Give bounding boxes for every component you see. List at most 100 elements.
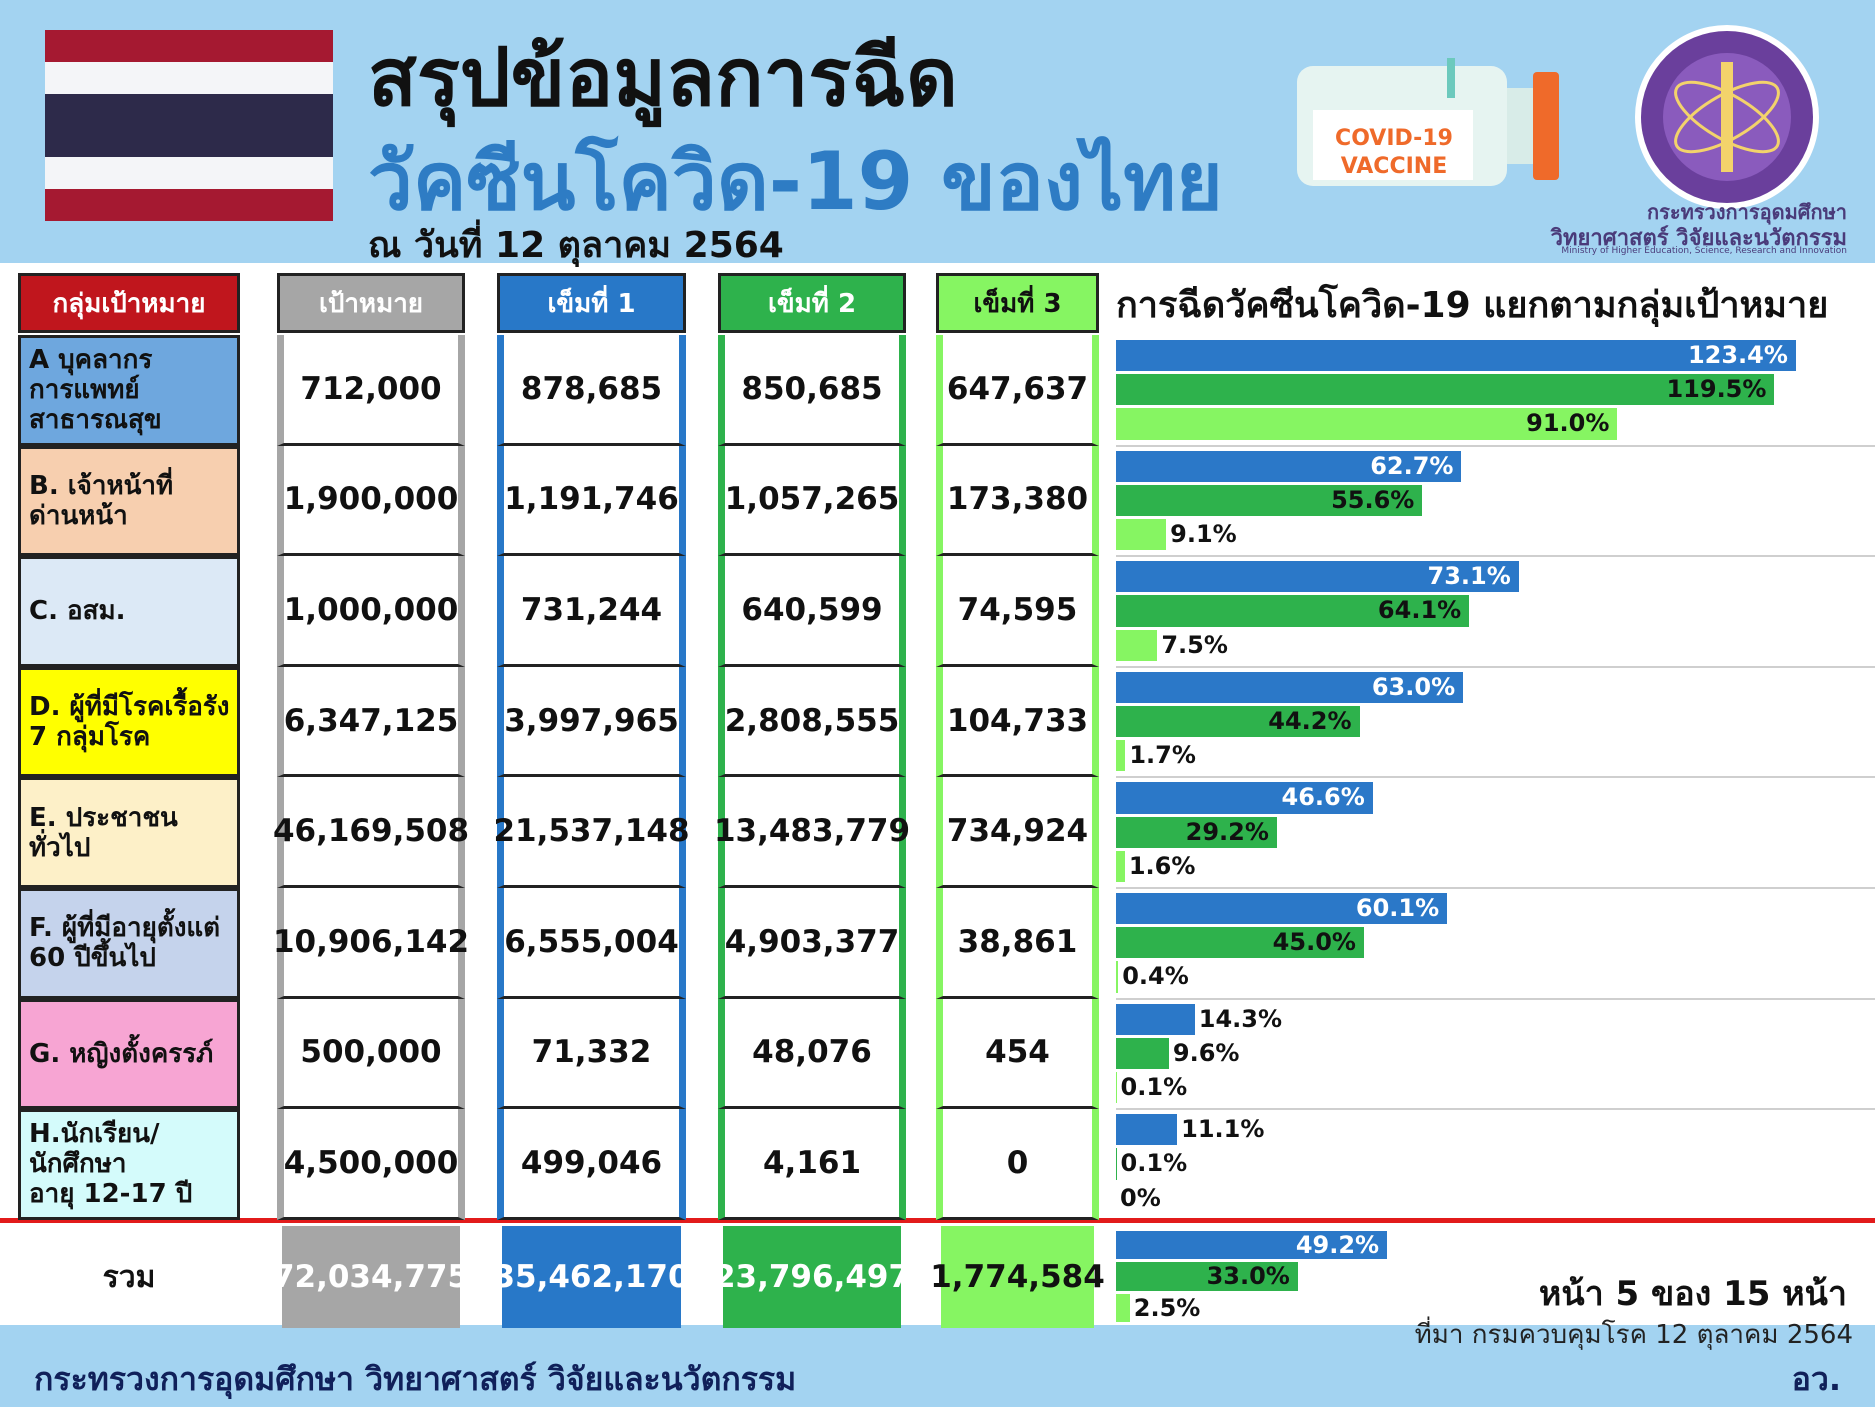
subtitle: วัคซีนโควิด-19 ของไทย: [368, 135, 1223, 228]
date: ณ วันที่ 12 ตุลาคม 2564: [368, 225, 784, 266]
table-value: 46,169,508: [273, 777, 469, 888]
bar: [1116, 1293, 1130, 1322]
value-label: 0.1%: [1120, 1149, 1188, 1178]
total-label: รวม: [102, 1259, 156, 1295]
value-label: 73.1%: [1427, 562, 1511, 591]
table-value: 640,599: [718, 556, 906, 667]
table-value: 734,924: [936, 777, 1099, 888]
group-label: D. ผู้ที่มีโรคเรื้อรัง 7 กลุ่มโรค: [18, 666, 240, 778]
table-value: 104,733: [936, 666, 1099, 778]
row-separator: [1116, 887, 1875, 889]
bar: [1116, 816, 1277, 848]
value-label: 0.1%: [1120, 1073, 1188, 1101]
bar: [1116, 1003, 1195, 1035]
value-label: 45.0%: [1272, 928, 1356, 957]
column-header: เป้าหมาย: [277, 273, 465, 333]
group-label: E. ประชาชนทั่วไป: [18, 777, 240, 888]
bar: [1116, 374, 1775, 406]
total-value: 72,034,775: [273, 1226, 469, 1328]
chart-title: การฉีดวัคซีนโควิด-19 แยกตามกลุ่มเป้าหมาย: [1116, 285, 1829, 326]
table-value: 38,861: [936, 888, 1099, 999]
badge-line: COVID-19: [1335, 126, 1453, 151]
bar: [1116, 1148, 1117, 1180]
table-value: 74,595: [936, 556, 1099, 667]
value-label: 62.7%: [1370, 451, 1454, 480]
flag: [45, 30, 333, 221]
value-label: 33.0%: [1206, 1262, 1290, 1291]
total-divider: [0, 1218, 1875, 1223]
value-label: 0.4%: [1122, 962, 1189, 991]
table-value: 1,057,265: [718, 445, 906, 557]
table-value: 454: [936, 998, 1099, 1110]
table-value: 3,997,965: [497, 666, 686, 778]
value-label: 123.4%: [1687, 341, 1788, 369]
row-separator: [1116, 444, 1875, 447]
table-value: 173,380: [936, 445, 1099, 557]
value-label: 14.3%: [1198, 1004, 1283, 1033]
bar: [1116, 1262, 1298, 1291]
bar: [1116, 927, 1364, 959]
value-label: 7.5%: [1161, 630, 1228, 659]
value-label: 0%: [1120, 1183, 1161, 1212]
bar: [1116, 1072, 1117, 1104]
table-value: 48,076: [718, 998, 906, 1110]
row-separator: [1116, 1108, 1875, 1111]
column-header: เข็มที่ 1: [497, 273, 686, 333]
table-value: 4,500,000: [277, 1109, 465, 1220]
bar: [1116, 408, 1618, 440]
group-label: F. ผู้ที่มีอายุตั้งแต่ 60 ปีขึ้นไป: [18, 888, 240, 999]
table-value: 4,903,377: [718, 888, 906, 999]
value-label: 119.5%: [1666, 375, 1767, 404]
total-value: 35,462,170: [493, 1226, 690, 1328]
bar: [1116, 782, 1373, 814]
badge-line: VACCINE: [1340, 154, 1448, 179]
bar: [1116, 450, 1462, 482]
table-value: 500,000: [277, 998, 465, 1110]
group-label: A บุคลากร การแพทย์ สาธารณสุข: [18, 335, 240, 446]
value-label: 64.1%: [1377, 596, 1462, 625]
row-separator: [1116, 555, 1875, 558]
bar: [1116, 519, 1167, 551]
table-value: 21,537,148: [493, 777, 690, 888]
table-value: 499,046: [497, 1109, 686, 1220]
vaccine-icon: [1297, 58, 1559, 186]
bar: [1116, 850, 1125, 882]
value-label: 49.2%: [1295, 1231, 1380, 1259]
bar: [1116, 629, 1158, 661]
bar: [1116, 706, 1360, 738]
bar: [1116, 1037, 1169, 1069]
table-value: 850,685: [718, 335, 906, 446]
table-value: 6,555,004: [497, 888, 686, 999]
value-label: 1.7%: [1129, 741, 1196, 770]
group-label: C. อสม.: [18, 556, 240, 667]
row-separator: [1116, 776, 1875, 779]
table-value: 0: [936, 1109, 1099, 1220]
footer-abbr: อว.: [1791, 1360, 1841, 1398]
title: สรุปข้อมูลการฉีด: [368, 31, 958, 124]
ministry-line: Ministry of Higher Education, Science, R…: [1561, 246, 1847, 256]
bar: [1116, 561, 1519, 593]
table-value: 4,161: [718, 1109, 906, 1220]
ministry-logo: [1635, 25, 1819, 209]
table-value: 13,483,779: [714, 777, 910, 888]
row-separator: [1116, 665, 1875, 668]
value-label: 29.2%: [1185, 817, 1269, 846]
ministry-line: กระทรวงการอุดมศึกษา: [1647, 200, 1847, 224]
value-label: 44.2%: [1268, 707, 1352, 735]
value-label: 46.6%: [1281, 783, 1365, 812]
source: ที่มา กรมควบคุมโรค 12 ตุลาคม 2564: [1414, 1320, 1853, 1350]
footer-band: [0, 1325, 1875, 1407]
footer-ministry: กระทรวงการอุดมศึกษา วิทยาศาสตร์ วิจัยและ…: [34, 1360, 797, 1398]
group-label: H.นักเรียน/ นักศึกษา อายุ 12-17 ปี: [18, 1109, 240, 1220]
table-value: 647,637: [936, 335, 1099, 446]
total-value: 1,774,584: [930, 1226, 1105, 1328]
bar: [1116, 740, 1126, 772]
table-value: 731,244: [497, 556, 686, 667]
table-value: 1,900,000: [277, 445, 465, 557]
value-label: 91.0%: [1526, 409, 1610, 438]
bar: [1116, 961, 1119, 993]
ministry-line: วิทยาศาสตร์ วิจัยและนวัตกรรม: [1550, 226, 1847, 251]
group-label: B. เจ้าหน้าที่ ด่านหน้า: [18, 445, 240, 557]
table-value: 1,000,000: [277, 556, 465, 667]
